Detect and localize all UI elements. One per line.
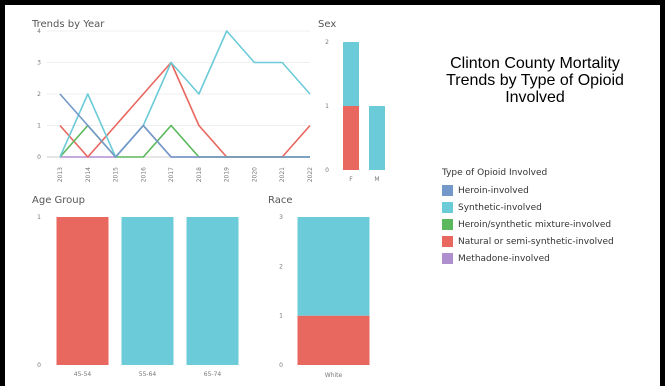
series-line-0 (59, 93, 310, 158)
x-tick-label: 2022 (307, 167, 314, 182)
legend-label: Heroin-involved (458, 185, 529, 196)
legend-label: Heroin/synthetic mixture-involved (458, 219, 612, 230)
bar-segment (121, 217, 174, 365)
x-tick-label: 45-54 (74, 371, 92, 378)
legend-swatch (442, 219, 453, 230)
x-tick-label: 2014 (85, 167, 92, 182)
legend-label: Natural or semi-synthetic-involved (458, 236, 614, 247)
legend-label: Methadone-involved (458, 253, 550, 264)
y-tick-label: 2 (325, 39, 329, 46)
series-line-3 (59, 61, 311, 158)
x-tick-label: 2015 (113, 167, 120, 182)
y-tick-label: 0 (279, 362, 283, 369)
legend-item-synthetic[interactable]: Synthetic-involved (442, 199, 614, 216)
x-tick-label: 2016 (140, 167, 147, 182)
y-tick-label: 1 (37, 214, 41, 221)
x-tick-label: 55-64 (139, 371, 157, 378)
legend-swatch (442, 253, 453, 264)
y-tick-label: 4 (37, 28, 41, 35)
y-tick-label: 1 (279, 313, 283, 320)
title-line-3: Involved (505, 89, 565, 106)
x-tick-label: 2018 (196, 167, 203, 182)
y-tick-label: 3 (37, 60, 41, 67)
bar-segment (343, 42, 359, 106)
bar-segment (343, 106, 359, 170)
x-tick-label: 2020 (251, 167, 258, 182)
x-tick-label: 2019 (224, 167, 231, 182)
x-tick-label: F (349, 176, 353, 183)
legend-swatch (442, 202, 453, 213)
x-tick-label: 2021 (279, 167, 286, 182)
bar-segment (369, 106, 385, 170)
bar-segment (297, 315, 370, 365)
x-tick-label: 65-74 (204, 371, 222, 378)
y-tick-label: 3 (279, 214, 283, 221)
legend-label: Synthetic-involved (458, 202, 542, 213)
chart-title-3: Race (268, 195, 293, 206)
chart-title-2: Age Group (32, 195, 85, 206)
legend-title: Type of Opioid Involved (442, 168, 548, 178)
chart-title-1: Sex (318, 19, 336, 30)
bar-segment (56, 217, 109, 365)
y-tick-label: 2 (37, 91, 41, 98)
title-line-1: Clinton County Mortality (450, 55, 620, 72)
y-tick-label: 1 (325, 103, 329, 110)
y-tick-label: 0 (37, 154, 41, 161)
x-tick-label: M (374, 176, 379, 183)
main-title: Clinton County Mortality Trends by Type … (410, 55, 660, 106)
x-tick-label: 2013 (57, 167, 64, 182)
bar-segment (297, 217, 370, 316)
legend: Type of Opioid Involved Heroin-involved … (442, 168, 614, 267)
y-tick-label: 0 (37, 362, 41, 369)
x-tick-label: 2017 (168, 167, 175, 182)
series-line-2 (59, 124, 310, 158)
legend-item-heroin[interactable]: Heroin-involved (442, 182, 614, 199)
legend-item-natural[interactable]: Natural or semi-synthetic-involved (442, 233, 614, 250)
legend-swatch (442, 185, 453, 196)
y-tick-label: 2 (279, 263, 283, 270)
legend-item-methadone[interactable]: Methadone-involved (442, 250, 614, 267)
y-tick-label: 1 (37, 123, 41, 130)
legend-item-mixture[interactable]: Heroin/synthetic mixture-involved (442, 216, 614, 233)
bar-segment (186, 217, 239, 365)
title-line-2: Trends by Type of Opioid (446, 72, 624, 89)
chart-title-0: Trends by Year (31, 19, 105, 30)
y-tick-label: 0 (325, 167, 329, 174)
series-line-1 (59, 30, 311, 158)
legend-swatch (442, 236, 453, 247)
x-tick-label: White (325, 372, 343, 379)
